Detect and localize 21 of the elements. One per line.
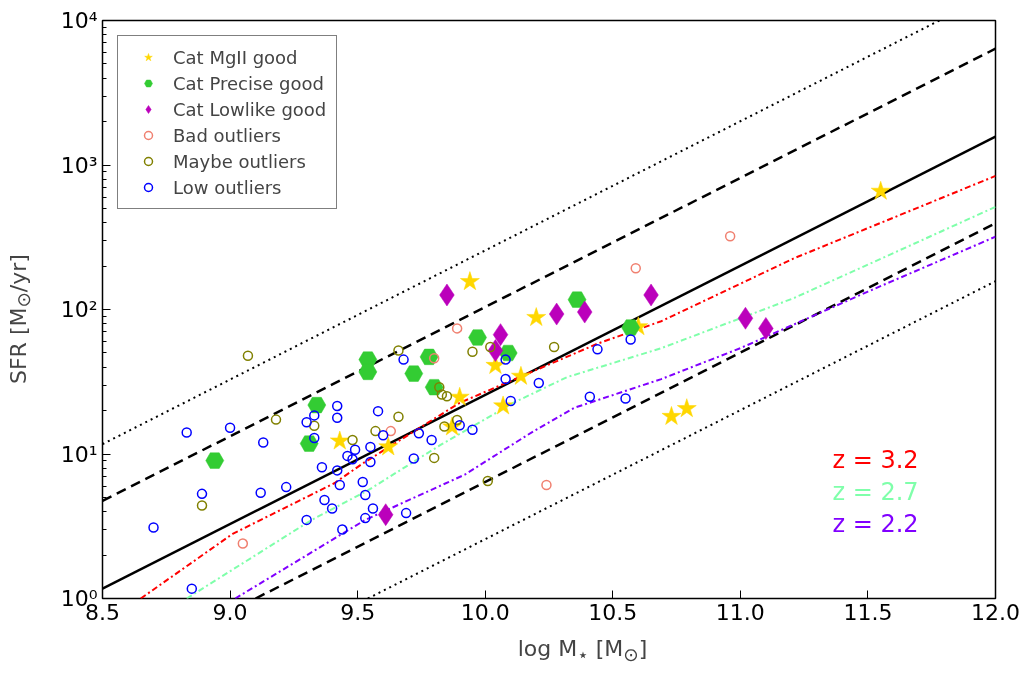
legend-label: Cat Precise good	[173, 72, 324, 94]
x-tick-label: 10.0	[460, 599, 510, 625]
x-axis-title: log M$_{⋆}$ [M$_{⊙}$]	[517, 635, 648, 668]
x-tick-label: 10.5	[588, 599, 638, 625]
x-tick-label: 11.5	[843, 599, 893, 625]
y-tick-label: 10⁴	[60, 8, 98, 33]
legend-label: Maybe outliers	[173, 150, 306, 172]
text: z = 2.2	[832, 509, 919, 538]
x-tick-label: 11.0	[715, 599, 765, 625]
y-tick-label: 10²	[60, 297, 98, 322]
x-tick-label: 9.0	[212, 599, 248, 625]
legend-label: Low outliers	[173, 176, 282, 198]
x-tick-label: 9.5	[340, 599, 376, 625]
text: z = 3.2	[832, 445, 919, 474]
y-tick-label: 10¹	[60, 441, 98, 467]
legend-label: Cat MgII good	[173, 46, 298, 68]
x-tick-label: 12.0	[971, 599, 1020, 625]
legend-label: Cat Lowlike good	[173, 98, 327, 120]
text: z = 2.7	[832, 477, 919, 506]
y-tick-label: 10³	[60, 152, 98, 178]
legend-label: Bad outliers	[173, 124, 281, 146]
